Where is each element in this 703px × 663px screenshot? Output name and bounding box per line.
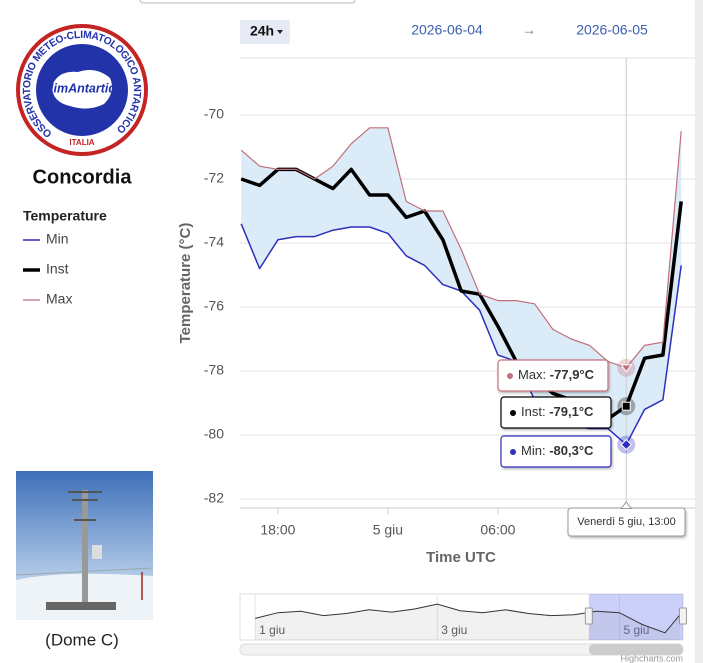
hover-marker — [620, 364, 633, 373]
tooltip-bullet — [510, 449, 516, 455]
scrollbar-thumb[interactable] — [588, 644, 683, 655]
navigator-tick-label: 1 giu — [259, 623, 285, 637]
x-tick-label: 06:00 — [480, 522, 515, 538]
navigator-handle[interactable] — [679, 607, 687, 625]
x-tooltip-pointer — [620, 501, 633, 509]
tooltip-name: Min: — [521, 443, 546, 458]
tooltip-bullet — [507, 373, 513, 379]
navigator-tick-label: 3 giu — [441, 623, 467, 637]
legend-title: Temperature — [23, 208, 107, 224]
search-box-edge — [139, 0, 356, 4]
date-to[interactable]: 2026-06-05 — [576, 22, 648, 38]
tooltip-text: Min: -80,3°C — [521, 443, 594, 458]
legend-label: Inst — [46, 261, 69, 277]
legend: Min Inst Max — [23, 231, 72, 307]
tooltip-value: -77,9°C — [550, 367, 595, 382]
range-button[interactable] — [240, 20, 290, 44]
scroll-gutter — [695, 0, 703, 663]
logo-continent — [52, 70, 112, 109]
logo: OSSERVATORIO METEO-CLIMATOLOGICO ANTARTI… — [16, 24, 148, 156]
navigator-area — [255, 604, 681, 640]
tooltip-text: Inst: -79,1°C — [521, 404, 594, 419]
y-tick-label: -74 — [204, 234, 224, 250]
tooltip-name: Inst: — [521, 404, 546, 419]
y-axis-title: Temperature (°C) — [177, 223, 194, 344]
hover-marker — [620, 438, 632, 451]
tooltip-value: -79,1°C — [549, 404, 594, 419]
range-label[interactable]: 24h — [250, 23, 274, 39]
photo-box — [92, 545, 102, 559]
hover-marker — [621, 401, 631, 411]
y-tick-label: -70 — [204, 106, 224, 122]
x-tick-label: 18:00 — [260, 522, 295, 538]
photo-base — [46, 602, 116, 610]
navigator-handle[interactable] — [584, 607, 593, 625]
station-caption: (Dome C) — [45, 630, 119, 649]
credits: Highcharts.com — [620, 653, 683, 663]
navigator-selection — [588, 594, 683, 640]
photo-mast — [82, 490, 88, 608]
date-arrow: → — [522, 22, 536, 38]
y-tick-label: -80 — [204, 426, 224, 442]
tooltip-text: Max: -77,9°C — [518, 367, 595, 382]
navigator-tick-label: 5 giu — [623, 623, 649, 637]
photo-arms — [68, 491, 102, 521]
range-caret[interactable] — [277, 30, 283, 34]
navigator: 1 giu 3 giu 5 giu Highcharts.com — [239, 593, 687, 663]
tooltip-box — [500, 396, 612, 429]
y-tick-label: -72 — [204, 170, 224, 186]
tooltip-name: Max: — [518, 367, 546, 382]
station-name: Concordia — [33, 166, 133, 188]
logo-name: ClimAntartide — [41, 81, 123, 95]
tooltip-box — [497, 359, 609, 392]
station-photo — [15, 471, 154, 620]
date-from[interactable]: 2026-06-04 — [411, 22, 483, 38]
tooltip-box — [500, 435, 612, 468]
navigator-frame — [239, 593, 684, 641]
legend-label: Max — [46, 291, 72, 307]
x-tick-label: 5 giu — [373, 522, 403, 538]
tooltip-bullet — [510, 410, 516, 416]
legend-label: Min — [46, 231, 69, 247]
x-tooltip-label: Venerdì 5 giu, 13:00 — [577, 516, 675, 528]
navigator-line — [255, 603, 681, 634]
plot: -82 -80 -78 -76 -74 -72 -70 18:00 5 giu 06:00 Max:… — [204, 57, 695, 538]
y-tick-label: -78 — [204, 362, 224, 378]
y-tick-label: -82 — [204, 490, 224, 506]
y-tick-label: -76 — [204, 298, 224, 314]
tooltip-value: -80,3°C — [549, 443, 594, 458]
x-axis-title: Time UTC — [426, 549, 496, 566]
logo-country: ITALIA — [69, 138, 94, 147]
